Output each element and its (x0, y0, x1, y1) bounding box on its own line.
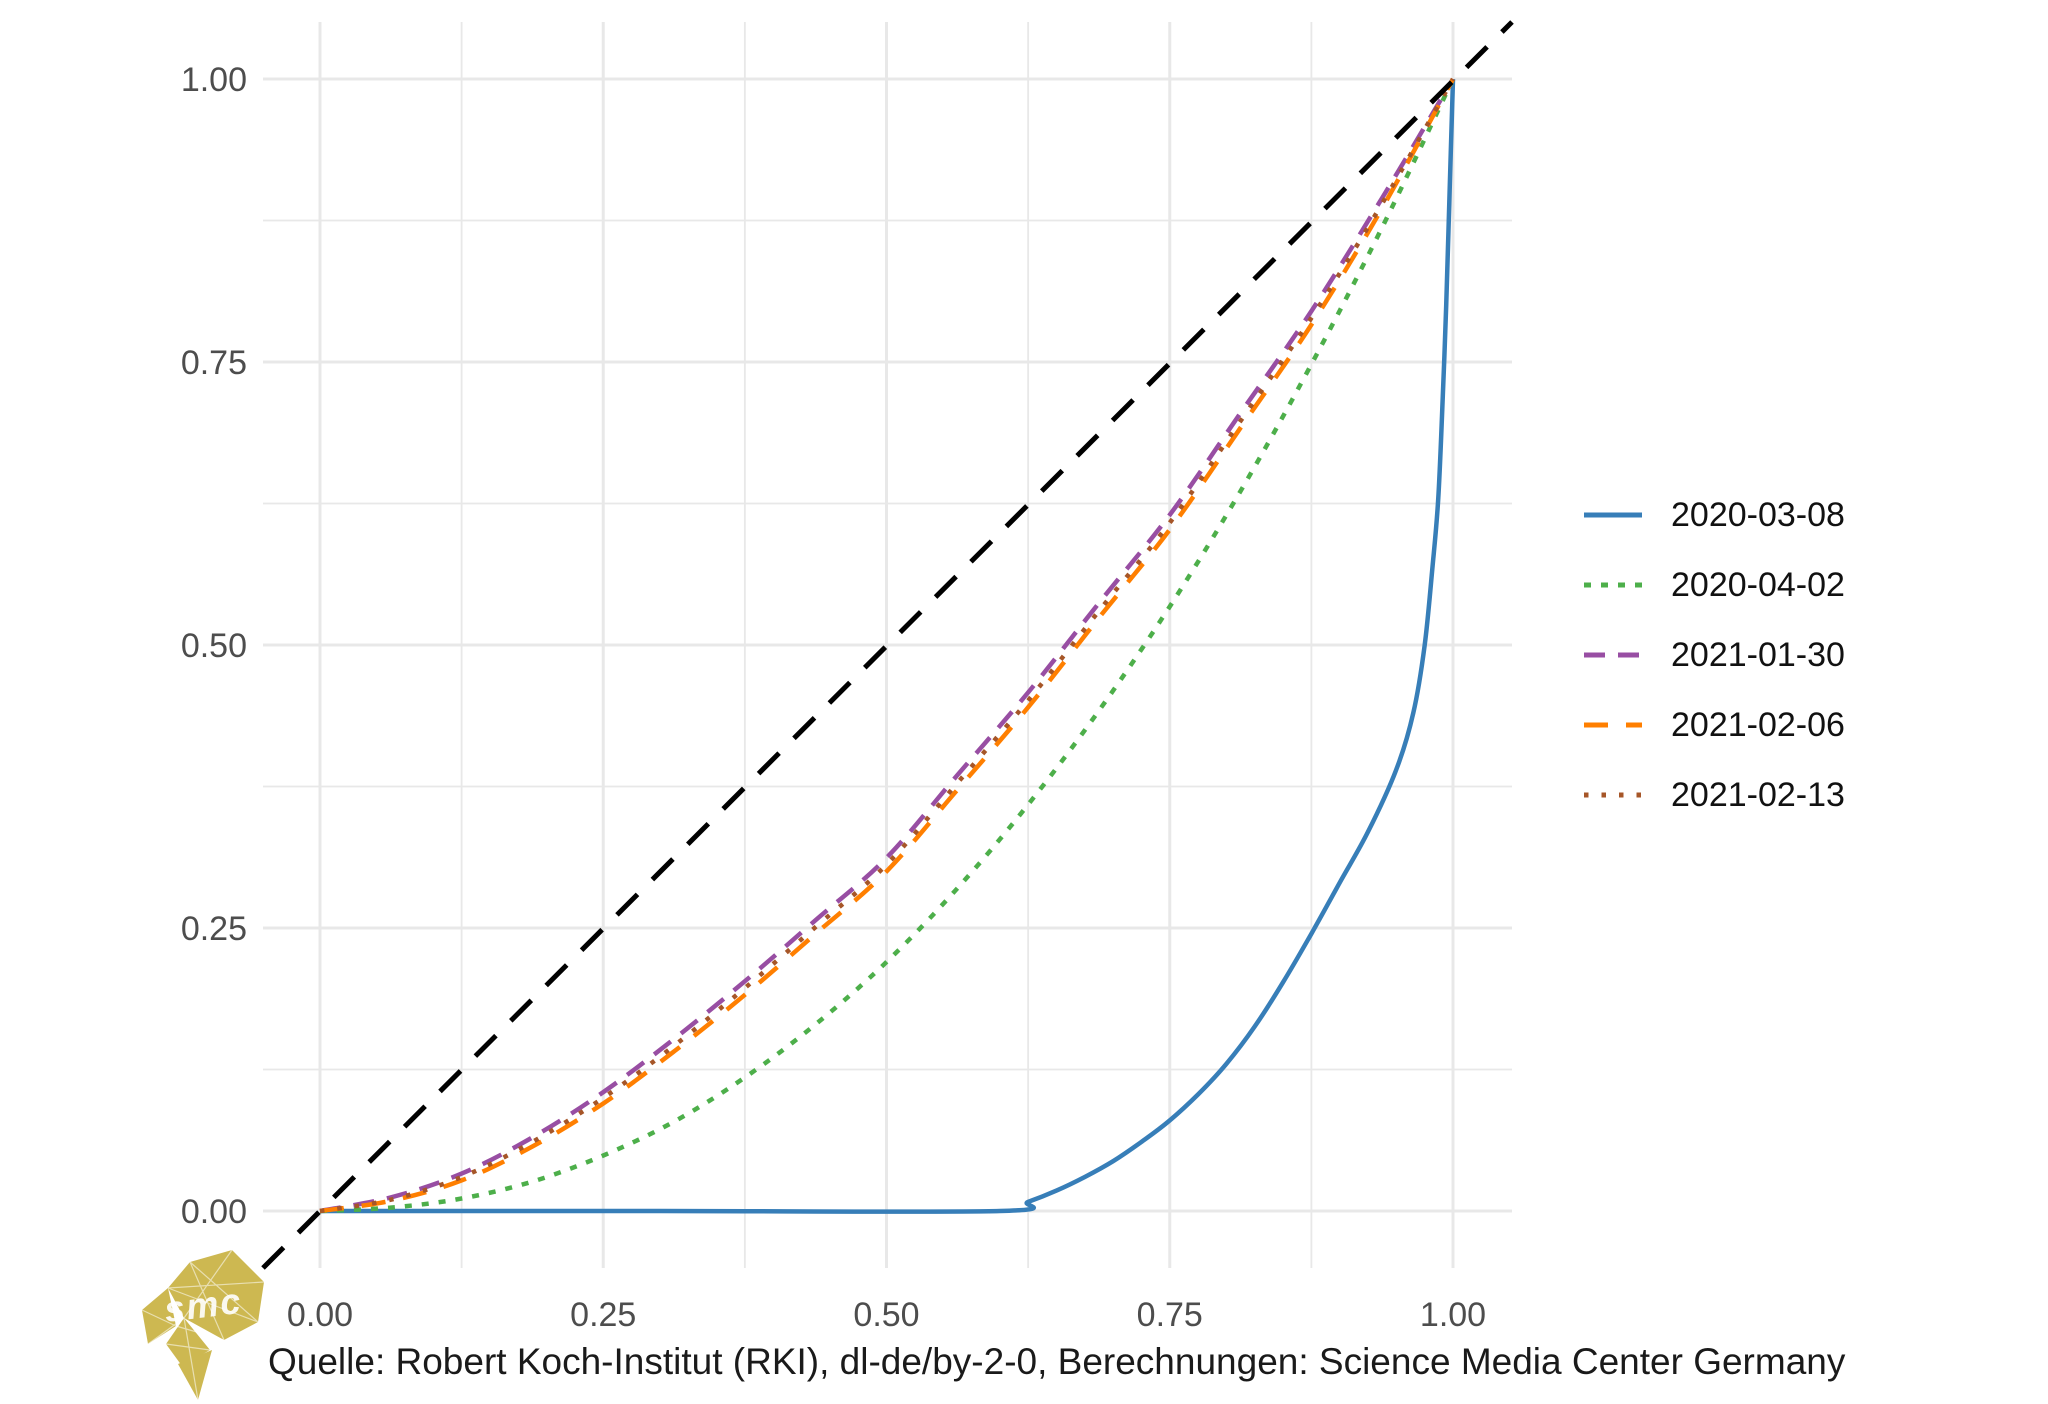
legend-key-line (1584, 582, 1642, 588)
y-tick-label: 1.00 (181, 61, 247, 99)
legend-key-line (1584, 792, 1642, 798)
legend-item: 2020-03-08 (1583, 480, 1845, 550)
legend-item-label: 2021-02-06 (1671, 705, 1845, 744)
x-tick-label: 1.00 (1420, 1296, 1486, 1334)
reference-diagonal (261, 20, 1514, 1270)
legend-item: 2021-02-13 (1583, 760, 1845, 830)
legend-item: 2021-01-30 (1583, 620, 1845, 690)
legend-key-line (1584, 722, 1642, 728)
series-path-2021-02-06 (319, 77, 1455, 1214)
smc-logo-shape: smc (141, 1249, 265, 1401)
legend: 2020-03-08 2020-04-02 2021-01-30 2021-02-06… (1583, 480, 1845, 830)
smc-logo-text: smc (162, 1280, 244, 1330)
legend-item: 2021-02-06 (1583, 690, 1845, 760)
legend-item-label: 2020-04-02 (1671, 565, 1845, 604)
series-path-2021-02-13 (319, 77, 1455, 1214)
y-tick-label: 0.00 (181, 1193, 247, 1231)
y-tick-label: 0.75 (181, 344, 247, 382)
source-caption: Quelle: Robert Koch-Institut (RKI), dl-d… (268, 1341, 1846, 1382)
legend-item-label: 2020-03-08 (1671, 495, 1845, 534)
x-tick-label: 0.75 (1137, 1296, 1203, 1334)
x-tick-label: 0.50 (853, 1296, 919, 1334)
legend-key-line (1584, 512, 1642, 518)
y-tick-label: 0.50 (181, 627, 247, 665)
y-tick-label: 0.25 (181, 910, 247, 948)
smc-logo: smc (141, 1249, 265, 1401)
series-path-2020-03-08 (320, 78, 1456, 1214)
legend-item-label: 2021-02-13 (1671, 775, 1845, 814)
legend-item: 2020-04-02 (1583, 550, 1845, 620)
x-tick-label: 0.25 (570, 1296, 636, 1334)
legend-key-line (1584, 652, 1642, 658)
x-tick-label: 0.00 (287, 1296, 353, 1334)
legend-item-label: 2021-01-30 (1671, 635, 1845, 674)
